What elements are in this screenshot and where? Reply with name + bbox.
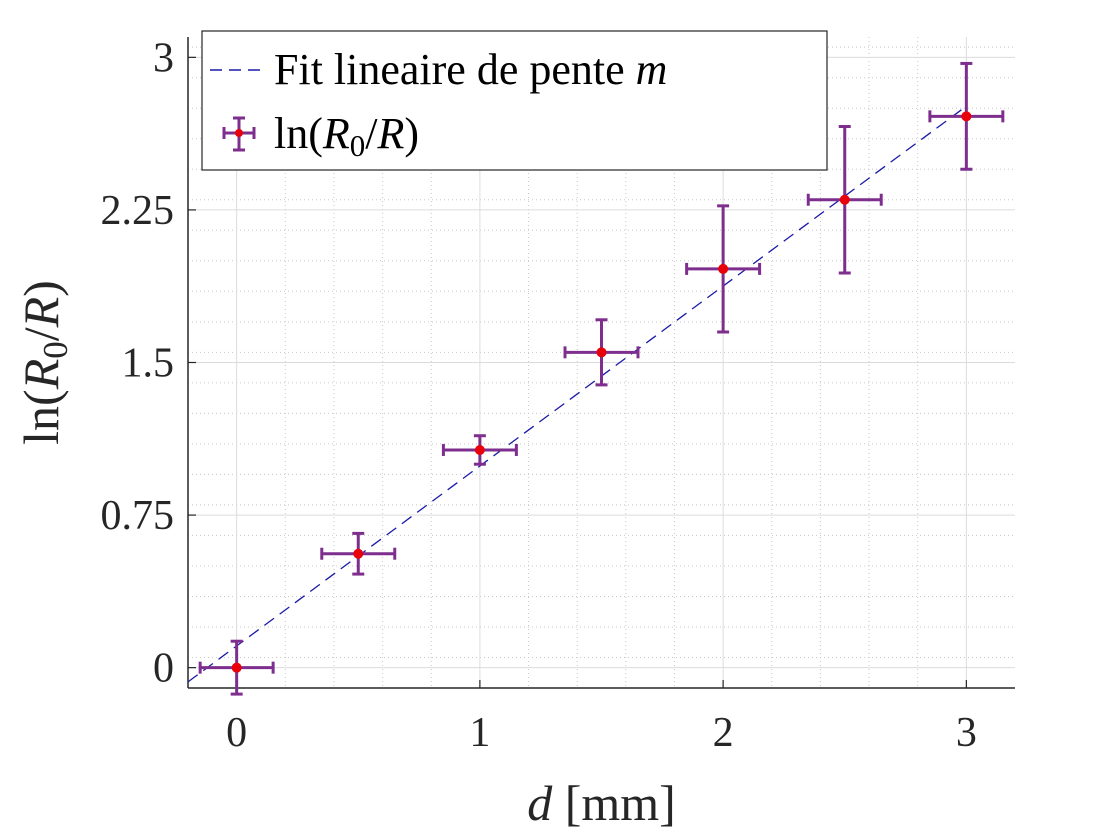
- axes: [187, 37, 1015, 689]
- fit-line-series: [187, 105, 967, 683]
- data-point: [320, 531, 397, 576]
- y-axis-title: ln(R0/R): [13, 280, 75, 445]
- legend-box: [201, 30, 828, 171]
- data-point: [685, 204, 762, 334]
- point-marker: [961, 111, 972, 122]
- x-axis-title: d [mm]: [527, 775, 676, 831]
- y-tick-label: 3: [153, 35, 174, 81]
- point-marker: [839, 194, 850, 205]
- data-point: [563, 318, 640, 387]
- point-marker: [474, 444, 485, 455]
- legend-point-swatch: [222, 116, 256, 152]
- data-points-series: [198, 61, 1005, 696]
- x-tick-label: 0: [226, 710, 247, 756]
- legend-points-label: ln(R0/R): [274, 109, 419, 163]
- data-point: [441, 434, 518, 466]
- axis-titles: d [mm] ln(R0/R): [13, 280, 676, 831]
- data-point: [806, 125, 883, 275]
- legend-fit-label: Fit lineaire de pente m: [274, 45, 667, 94]
- fit-line: [187, 105, 967, 683]
- legend: Fit lineaire de pente m ln(R0/R): [201, 30, 828, 171]
- y-tick-label: 2.25: [101, 188, 175, 234]
- x-tick-label: 3: [956, 710, 977, 756]
- legend-swatch-marker: [235, 129, 243, 137]
- point-marker: [596, 347, 607, 358]
- point-marker: [718, 263, 729, 274]
- point-marker: [231, 662, 242, 673]
- y-tick-label: 0.75: [101, 493, 175, 539]
- y-tick-label: 1.5: [122, 341, 175, 387]
- x-tick-label: 2: [713, 710, 734, 756]
- data-point: [928, 61, 1005, 171]
- data-point: [198, 639, 275, 696]
- point-marker: [353, 548, 364, 559]
- x-tick-label: 1: [469, 710, 490, 756]
- tick-labels: 0 0.75 1.5 2.25 3 0 1 2 3: [101, 35, 977, 756]
- y-tick-label: 0: [153, 646, 174, 692]
